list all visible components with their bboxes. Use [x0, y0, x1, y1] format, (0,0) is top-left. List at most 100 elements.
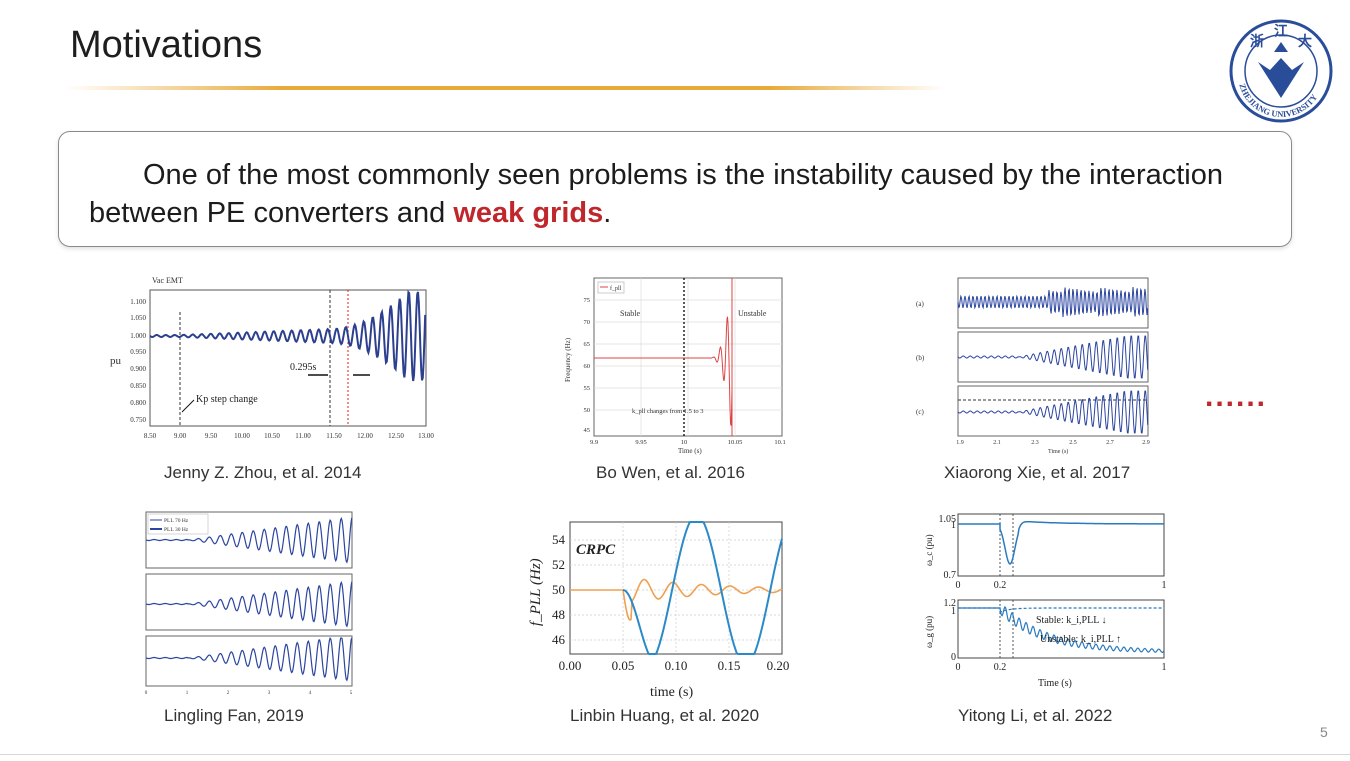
svg-text:0.7: 0.7: [944, 570, 957, 581]
svg-text:0.00: 0.00: [559, 658, 582, 673]
svg-text:k_pll changes from 1.5 to 3: k_pll changes from 1.5 to 3: [632, 408, 704, 415]
page-number: 5: [1320, 724, 1328, 740]
svg-text:(b): (b): [916, 354, 925, 362]
svg-text:9.9: 9.9: [590, 439, 598, 446]
svg-text:0: 0: [145, 691, 148, 696]
problem-statement-box: One of the most commonly seen problems i…: [58, 131, 1292, 247]
svg-text:12.00: 12.00: [357, 432, 373, 440]
svg-text:0.05: 0.05: [612, 658, 635, 673]
figure-huang-2020: 54 52 50 48 46 0.00 0.05 0.10 0.15 0.20 …: [520, 518, 798, 700]
svg-text:1: 1: [1162, 662, 1167, 673]
svg-text:0.950: 0.950: [130, 348, 146, 356]
figure-caption: Linbin Huang, et al. 2020: [570, 706, 760, 725]
svg-text:10.00: 10.00: [234, 432, 250, 440]
svg-text:0.2: 0.2: [994, 580, 1007, 591]
svg-text:ω_g (pu): ω_g (pu): [924, 616, 934, 648]
svg-text:0: 0: [956, 662, 961, 673]
svg-text:45: 45: [584, 427, 591, 434]
svg-text:10.1: 10.1: [774, 439, 785, 446]
svg-text:48: 48: [552, 607, 565, 622]
figure-li-2022: 1.05 1 0.7 1.2 1 0 0 0.2 1 0 0.2 1 ω_c (…: [918, 508, 1168, 698]
svg-text:PLL 30 Hz: PLL 30 Hz: [164, 527, 189, 533]
figure-wen-2016: f_pll Frequency (Hz) 75 70 65 60 55 50 4…: [558, 272, 788, 457]
svg-text:1.100: 1.100: [130, 298, 146, 306]
svg-text:CRPC: CRPC: [576, 542, 616, 558]
svg-text:70: 70: [584, 319, 591, 326]
figure-caption: Bo Wen, et al. 2016: [596, 463, 746, 482]
svg-text:time (s): time (s): [650, 685, 693, 700]
svg-text:0.15: 0.15: [718, 658, 741, 673]
svg-text:55: 55: [584, 385, 591, 392]
svg-text:0.850: 0.850: [130, 382, 146, 390]
svg-text:52: 52: [552, 557, 565, 572]
svg-text:0.295s: 0.295s: [290, 362, 317, 373]
svg-text:1: 1: [951, 606, 956, 617]
svg-text:8.50: 8.50: [144, 432, 157, 440]
svg-text:1.2: 1.2: [944, 598, 957, 609]
svg-text:f_PLL (Hz): f_PLL (Hz): [528, 558, 544, 626]
svg-text:2.5: 2.5: [1069, 440, 1077, 446]
svg-text:(c): (c): [916, 408, 924, 416]
svg-text:1: 1: [186, 691, 189, 696]
svg-text:2.7: 2.7: [1106, 440, 1114, 446]
svg-text:10.05: 10.05: [728, 439, 743, 446]
svg-text:江: 江: [1274, 23, 1288, 40]
svg-text:9.95: 9.95: [635, 439, 646, 446]
svg-text:pu: pu: [110, 355, 122, 367]
figure-caption: Jenny Z. Zhou, et al. 2014: [164, 463, 362, 482]
svg-text:1.050: 1.050: [130, 314, 146, 322]
svg-text:2.3: 2.3: [1031, 440, 1039, 446]
svg-text:1.05: 1.05: [939, 514, 957, 525]
svg-text:46: 46: [552, 632, 566, 647]
svg-text:4: 4: [309, 691, 312, 696]
svg-text:10.50: 10.50: [264, 432, 280, 440]
figure-caption: Lingling Fan, 2019: [164, 706, 304, 725]
svg-text:0.10: 0.10: [665, 658, 688, 673]
title-underline: [65, 86, 945, 90]
svg-text:Frequency (Hz): Frequency (Hz): [564, 337, 572, 382]
svg-text:Time (s): Time (s): [1038, 678, 1072, 689]
svg-text:75: 75: [584, 297, 591, 304]
svg-text:11.50: 11.50: [326, 432, 342, 440]
svg-text:65: 65: [584, 341, 591, 348]
svg-text:13.00: 13.00: [418, 432, 434, 440]
svg-text:Time (s): Time (s): [1048, 448, 1068, 455]
svg-text:PLL 70 Hz: PLL 70 Hz: [164, 518, 189, 524]
svg-text:1.9: 1.9: [956, 440, 964, 446]
svg-text:1.000: 1.000: [130, 332, 146, 340]
svg-text:0.2: 0.2: [994, 662, 1007, 673]
svg-text:9.50: 9.50: [205, 432, 218, 440]
figure-fan-2019: PLL 70 Hz PLL 30 Hz 0 1 2 3 4 5: [118, 508, 358, 698]
slide-title: Motivations: [70, 24, 263, 66]
svg-text:(a): (a): [916, 300, 924, 308]
svg-text:10: 10: [681, 439, 688, 446]
svg-text:Unstable: Unstable: [738, 309, 767, 318]
svg-text:Kp step change: Kp step change: [196, 394, 258, 405]
footer-divider: [0, 754, 1350, 755]
svg-text:1: 1: [951, 520, 956, 531]
weak-grids-highlight: weak grids: [453, 197, 604, 229]
svg-text:f_pll: f_pll: [610, 285, 622, 292]
svg-text:Stable: Stable: [620, 309, 640, 318]
svg-text:1: 1: [1162, 580, 1167, 591]
svg-text:2.1: 2.1: [993, 440, 1001, 446]
svg-text:Time (s): Time (s): [678, 447, 702, 455]
svg-text:0.900: 0.900: [130, 365, 146, 373]
svg-text:2: 2: [227, 691, 230, 696]
svg-text:11.00: 11.00: [295, 432, 311, 440]
zju-seal-icon: 1897 ZHEJIANG UNIVERSITY 浙 江 大: [1228, 18, 1334, 124]
svg-text:0.750: 0.750: [130, 416, 146, 424]
svg-text:0.20: 0.20: [767, 658, 790, 673]
figure-zhou-2014: Vac EMT pu 1.100 1.050 1.000 0.950 0.900…: [108, 272, 448, 452]
figure-xie-2017: (a) (b) (c) 1.9 2.1 2.3 2.5 2.7 2.9 Time…: [908, 272, 1160, 457]
figure-caption: Xiaorong Xie, et al. 2017: [944, 463, 1131, 482]
svg-text:54: 54: [552, 532, 566, 547]
svg-text:Unstable: k_i,PLL ↑: Unstable: k_i,PLL ↑: [1040, 634, 1121, 645]
more-examples-ellipsis: ......: [1205, 380, 1268, 413]
svg-text:5: 5: [350, 691, 353, 696]
svg-text:Vac EMT: Vac EMT: [152, 276, 183, 285]
svg-text:2.9: 2.9: [1142, 440, 1150, 446]
svg-text:1897: 1897: [1274, 82, 1289, 90]
problem-statement: One of the most commonly seen problems i…: [89, 159, 1223, 229]
svg-text:50: 50: [552, 582, 565, 597]
